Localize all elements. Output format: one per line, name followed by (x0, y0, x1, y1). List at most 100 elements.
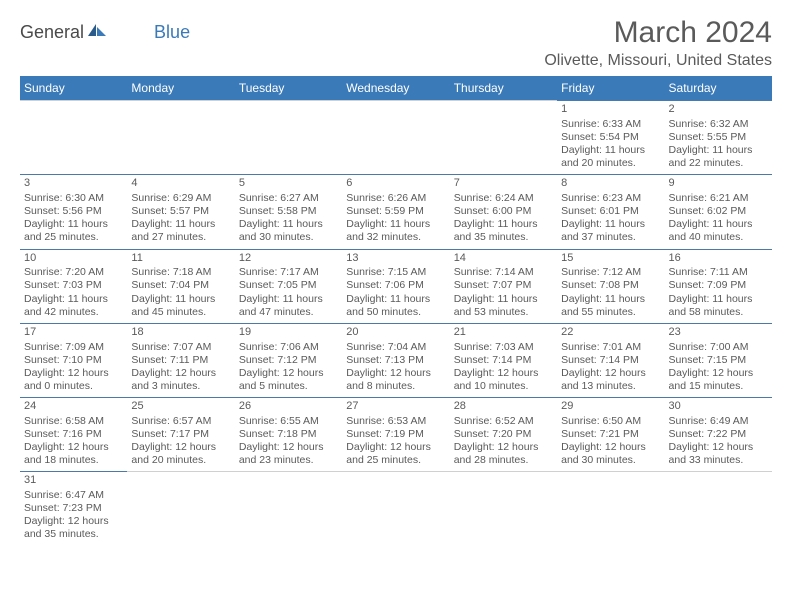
sunrise-line: Sunrise: 7:12 AM (561, 266, 660, 279)
sunrise-line: Sunrise: 6:24 AM (454, 192, 553, 205)
daylight-line: Daylight: 11 hours and 55 minutes. (561, 293, 660, 319)
day-number: 10 (24, 252, 123, 266)
calendar-cell: 14Sunrise: 7:14 AMSunset: 7:07 PMDayligh… (450, 249, 557, 323)
calendar-cell: 17Sunrise: 7:09 AMSunset: 7:10 PMDayligh… (20, 323, 127, 397)
day-number: 1 (561, 103, 660, 117)
day-number: 18 (131, 326, 230, 340)
sunset-line: Sunset: 7:15 PM (669, 354, 768, 367)
weekday-header: Monday (127, 76, 234, 101)
calendar-cell: 9Sunrise: 6:21 AMSunset: 6:02 PMDaylight… (665, 175, 772, 249)
daylight-line: Daylight: 11 hours and 30 minutes. (239, 218, 338, 244)
day-number: 15 (561, 252, 660, 266)
calendar-cell: 10Sunrise: 7:20 AMSunset: 7:03 PMDayligh… (20, 249, 127, 323)
sunset-line: Sunset: 7:11 PM (131, 354, 230, 367)
day-number: 8 (561, 177, 660, 191)
calendar-cell: 27Sunrise: 6:53 AMSunset: 7:19 PMDayligh… (342, 398, 449, 472)
logo-general: General (20, 22, 84, 43)
day-number: 25 (131, 400, 230, 414)
sunset-line: Sunset: 7:20 PM (454, 428, 553, 441)
daylight-line: Daylight: 11 hours and 27 minutes. (131, 218, 230, 244)
calendar-cell: 19Sunrise: 7:06 AMSunset: 7:12 PMDayligh… (235, 323, 342, 397)
month-title: March 2024 (544, 16, 772, 50)
sunrise-line: Sunrise: 6:30 AM (24, 192, 123, 205)
day-info: Sunrise: 7:17 AMSunset: 7:05 PMDaylight:… (239, 266, 338, 319)
day-info: Sunrise: 6:53 AMSunset: 7:19 PMDaylight:… (346, 415, 445, 468)
sunset-line: Sunset: 7:17 PM (131, 428, 230, 441)
daylight-line: Daylight: 11 hours and 45 minutes. (131, 293, 230, 319)
sunset-line: Sunset: 7:05 PM (239, 279, 338, 292)
day-number: 5 (239, 177, 338, 191)
sunset-line: Sunset: 7:16 PM (24, 428, 123, 441)
day-number: 11 (131, 252, 230, 266)
sunrise-line: Sunrise: 6:50 AM (561, 415, 660, 428)
day-info: Sunrise: 6:55 AMSunset: 7:18 PMDaylight:… (239, 415, 338, 468)
sunrise-line: Sunrise: 7:15 AM (346, 266, 445, 279)
sunset-line: Sunset: 5:58 PM (239, 205, 338, 218)
day-info: Sunrise: 6:29 AMSunset: 5:57 PMDaylight:… (131, 192, 230, 245)
weekday-header: Tuesday (235, 76, 342, 101)
sunrise-line: Sunrise: 6:33 AM (561, 118, 660, 131)
weekday-header: Wednesday (342, 76, 449, 101)
calendar-cell: 21Sunrise: 7:03 AMSunset: 7:14 PMDayligh… (450, 323, 557, 397)
day-info: Sunrise: 6:49 AMSunset: 7:22 PMDaylight:… (669, 415, 768, 468)
daylight-line: Daylight: 12 hours and 23 minutes. (239, 441, 338, 467)
daylight-line: Daylight: 12 hours and 35 minutes. (24, 515, 123, 541)
sunrise-line: Sunrise: 6:53 AM (346, 415, 445, 428)
weekday-header: Friday (557, 76, 664, 101)
sunrise-line: Sunrise: 6:49 AM (669, 415, 768, 428)
calendar-cell: 2Sunrise: 6:32 AMSunset: 5:55 PMDaylight… (665, 101, 772, 175)
day-info: Sunrise: 7:03 AMSunset: 7:14 PMDaylight:… (454, 341, 553, 394)
calendar-cell (450, 472, 557, 546)
daylight-line: Daylight: 12 hours and 20 minutes. (131, 441, 230, 467)
calendar-cell: 8Sunrise: 6:23 AMSunset: 6:01 PMDaylight… (557, 175, 664, 249)
title-block: March 2024 Olivette, Missouri, United St… (544, 16, 772, 70)
sunset-line: Sunset: 7:04 PM (131, 279, 230, 292)
calendar-cell (342, 101, 449, 175)
daylight-line: Daylight: 11 hours and 20 minutes. (561, 144, 660, 170)
calendar-cell: 1Sunrise: 6:33 AMSunset: 5:54 PMDaylight… (557, 101, 664, 175)
day-number: 30 (669, 400, 768, 414)
day-info: Sunrise: 7:06 AMSunset: 7:12 PMDaylight:… (239, 341, 338, 394)
daylight-line: Daylight: 12 hours and 10 minutes. (454, 367, 553, 393)
sunset-line: Sunset: 7:06 PM (346, 279, 445, 292)
day-number: 22 (561, 326, 660, 340)
day-number: 28 (454, 400, 553, 414)
calendar-cell: 22Sunrise: 7:01 AMSunset: 7:14 PMDayligh… (557, 323, 664, 397)
day-number: 9 (669, 177, 768, 191)
day-info: Sunrise: 7:07 AMSunset: 7:11 PMDaylight:… (131, 341, 230, 394)
sunset-line: Sunset: 7:03 PM (24, 279, 123, 292)
sunset-line: Sunset: 6:01 PM (561, 205, 660, 218)
daylight-line: Daylight: 12 hours and 33 minutes. (669, 441, 768, 467)
sunrise-line: Sunrise: 6:58 AM (24, 415, 123, 428)
sunset-line: Sunset: 7:12 PM (239, 354, 338, 367)
calendar-cell: 4Sunrise: 6:29 AMSunset: 5:57 PMDaylight… (127, 175, 234, 249)
calendar-cell (235, 472, 342, 546)
day-info: Sunrise: 6:58 AMSunset: 7:16 PMDaylight:… (24, 415, 123, 468)
header: General Blue March 2024 Olivette, Missou… (20, 16, 772, 70)
calendar-row: 17Sunrise: 7:09 AMSunset: 7:10 PMDayligh… (20, 323, 772, 397)
sunrise-line: Sunrise: 6:32 AM (669, 118, 768, 131)
calendar-cell: 31Sunrise: 6:47 AMSunset: 7:23 PMDayligh… (20, 472, 127, 546)
sunset-line: Sunset: 7:23 PM (24, 502, 123, 515)
day-number: 21 (454, 326, 553, 340)
day-number: 27 (346, 400, 445, 414)
calendar-cell (235, 101, 342, 175)
daylight-line: Daylight: 12 hours and 18 minutes. (24, 441, 123, 467)
day-info: Sunrise: 6:57 AMSunset: 7:17 PMDaylight:… (131, 415, 230, 468)
day-info: Sunrise: 6:30 AMSunset: 5:56 PMDaylight:… (24, 192, 123, 245)
calendar-table: SundayMondayTuesdayWednesdayThursdayFrid… (20, 76, 772, 546)
daylight-line: Daylight: 11 hours and 53 minutes. (454, 293, 553, 319)
calendar-cell (557, 472, 664, 546)
day-info: Sunrise: 6:33 AMSunset: 5:54 PMDaylight:… (561, 118, 660, 171)
day-number: 31 (24, 474, 123, 488)
calendar-cell: 6Sunrise: 6:26 AMSunset: 5:59 PMDaylight… (342, 175, 449, 249)
calendar-row: 3Sunrise: 6:30 AMSunset: 5:56 PMDaylight… (20, 175, 772, 249)
sunset-line: Sunset: 5:57 PM (131, 205, 230, 218)
calendar-cell: 5Sunrise: 6:27 AMSunset: 5:58 PMDaylight… (235, 175, 342, 249)
sunrise-line: Sunrise: 7:09 AM (24, 341, 123, 354)
sunrise-line: Sunrise: 6:57 AM (131, 415, 230, 428)
day-number: 20 (346, 326, 445, 340)
day-info: Sunrise: 7:01 AMSunset: 7:14 PMDaylight:… (561, 341, 660, 394)
calendar-cell: 26Sunrise: 6:55 AMSunset: 7:18 PMDayligh… (235, 398, 342, 472)
calendar-cell (127, 101, 234, 175)
